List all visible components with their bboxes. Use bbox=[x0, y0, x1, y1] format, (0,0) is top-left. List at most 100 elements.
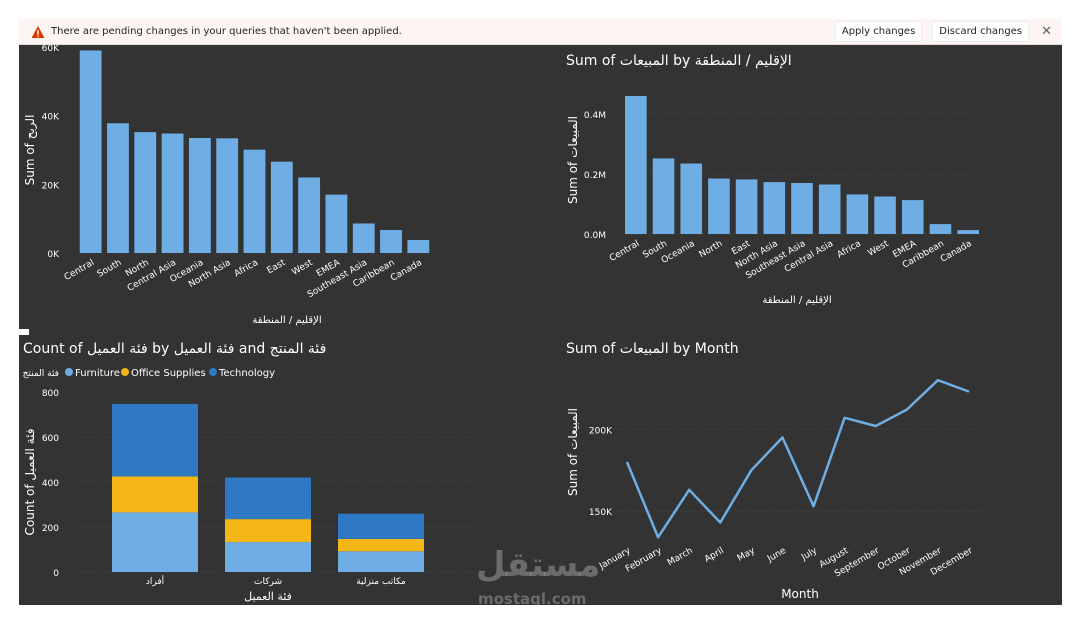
x-axis-title: الإقليم / المنطقة bbox=[762, 295, 831, 306]
visual-divider bbox=[19, 329, 29, 335]
count-by-segment-chart[interactable]: فئة المنتج Furniture Office Supplies Techno… bbox=[19, 360, 489, 605]
legend-marker-office-supplies bbox=[121, 368, 129, 376]
warning-icon bbox=[31, 25, 45, 38]
close-icon[interactable]: ✕ bbox=[1041, 24, 1052, 39]
x-tick-label: East bbox=[265, 258, 287, 277]
x-tick-label: June bbox=[765, 546, 788, 565]
x-axis-title: الإقليم / المنطقة bbox=[252, 315, 321, 326]
y-tick-label: 40K bbox=[42, 113, 60, 123]
discard-changes-button[interactable]: Discard changes bbox=[932, 21, 1030, 42]
legend-label: Technology bbox=[218, 368, 275, 379]
x-tick-label: Central bbox=[63, 258, 96, 283]
x-axis-title: Month bbox=[781, 587, 819, 601]
x-tick-label: شركات bbox=[254, 577, 282, 587]
apply-changes-button[interactable]: Apply changes bbox=[834, 21, 923, 42]
y-axis-title: Sum of الربح bbox=[23, 115, 38, 186]
y-tick-label: 0.0M bbox=[584, 231, 606, 241]
x-tick-label: Central bbox=[608, 239, 641, 264]
stacked-bar-segment-technology bbox=[112, 403, 198, 477]
bar-africa bbox=[243, 149, 266, 253]
y-tick-label: 0.4M bbox=[584, 111, 606, 121]
bar-north-asia bbox=[216, 138, 239, 253]
x-tick-label: July bbox=[799, 546, 819, 564]
bar-east bbox=[270, 161, 293, 253]
y-tick-label: 200 bbox=[42, 524, 59, 534]
y-tick-label: 0 bbox=[53, 569, 59, 579]
stacked-bar-segment-office-supplies bbox=[112, 476, 198, 513]
chart-title-count-by-segment: Count of فئة العميل by فئة العميل and فئ… bbox=[23, 341, 327, 357]
stacked-bar-segment-technology bbox=[225, 477, 311, 520]
bar-central-asia bbox=[818, 184, 841, 234]
y-tick-label: 800 bbox=[42, 389, 59, 399]
y-tick-label: 0K bbox=[47, 250, 60, 260]
y-tick-label: 0.2M bbox=[584, 171, 606, 181]
bar-emea bbox=[325, 194, 348, 253]
legend-label: Furniture bbox=[75, 368, 120, 379]
x-tick-label: أفراد bbox=[146, 575, 164, 587]
x-tick-label: South bbox=[96, 258, 124, 280]
legend-marker-technology bbox=[209, 368, 217, 376]
pending-changes-message: There are pending changes in your querie… bbox=[51, 26, 402, 37]
bar-southeast-asia bbox=[791, 183, 813, 234]
bar-southeast-asia bbox=[352, 223, 375, 253]
x-tick-label: مكاتب منزلية bbox=[356, 577, 406, 587]
y-tick-label: 400 bbox=[42, 479, 59, 489]
x-axis-title: فئة العميل bbox=[244, 590, 292, 603]
y-tick-label: 600 bbox=[42, 434, 59, 444]
stacked-bar-segment-technology bbox=[338, 513, 424, 539]
x-tick-label: February bbox=[624, 546, 664, 575]
bar-oceania bbox=[188, 137, 211, 253]
x-tick-label: Canada bbox=[389, 258, 424, 284]
stacked-bar-segment-furniture bbox=[112, 512, 198, 572]
bar-caribbean bbox=[380, 229, 402, 253]
y-axis-title: Count of فئة العميل bbox=[23, 429, 37, 536]
y-tick-label: 20K bbox=[42, 181, 60, 191]
bar-caribbean bbox=[929, 224, 952, 234]
stacked-bar-segment-furniture bbox=[225, 542, 311, 572]
x-tick-label: March bbox=[666, 546, 695, 568]
x-tick-label: Africa bbox=[233, 258, 260, 279]
bar-oceania bbox=[680, 163, 703, 234]
x-tick-label: Africa bbox=[836, 239, 863, 260]
series-line-sales bbox=[625, 378, 970, 539]
bar-north bbox=[708, 178, 730, 234]
stacked-bar-segment-office-supplies bbox=[225, 519, 311, 543]
stacked-bar-segment-furniture bbox=[338, 551, 424, 572]
x-tick-label: April bbox=[703, 546, 726, 565]
bar-east bbox=[735, 179, 758, 234]
bar-north bbox=[134, 132, 157, 253]
x-tick-label: West bbox=[866, 239, 891, 259]
x-tick-label: Canada bbox=[939, 239, 974, 265]
y-axis-title: Sum of المبيعات bbox=[566, 116, 580, 204]
bar-canada bbox=[957, 230, 979, 234]
watermark-logo: مستقل bbox=[476, 545, 601, 585]
bar-central bbox=[625, 96, 647, 234]
y-tick-label: 60K bbox=[42, 45, 60, 54]
bar-central-asia bbox=[161, 133, 184, 253]
bar-south bbox=[107, 123, 129, 253]
x-tick-label: West bbox=[290, 258, 315, 278]
pending-changes-bar: There are pending changes in your querie… bbox=[19, 19, 1062, 45]
bar-west bbox=[874, 196, 896, 234]
bar-central bbox=[79, 50, 102, 253]
bar-emea bbox=[901, 200, 924, 234]
chart-title-sales-by-region: Sum of المبيعات by الإقليم / المنطقة bbox=[566, 53, 792, 69]
bar-north-asia bbox=[763, 182, 786, 234]
legend-title: فئة المنتج bbox=[23, 369, 59, 379]
y-tick-label: 200K bbox=[589, 426, 613, 436]
legend-label: Office Supplies bbox=[131, 368, 206, 379]
bar-south bbox=[652, 158, 675, 234]
legend-marker-furniture bbox=[65, 368, 73, 376]
x-tick-label: May bbox=[736, 546, 758, 564]
bar-canada bbox=[407, 239, 430, 253]
watermark-url: mostaql.com bbox=[478, 590, 587, 608]
bar-west bbox=[298, 177, 321, 253]
stacked-bar-segment-office-supplies bbox=[338, 538, 424, 552]
x-tick-label: North bbox=[698, 239, 725, 260]
y-tick-label: 150K bbox=[589, 508, 613, 518]
chart-title-sales-by-month: Sum of المبيعات by Month bbox=[566, 341, 739, 357]
